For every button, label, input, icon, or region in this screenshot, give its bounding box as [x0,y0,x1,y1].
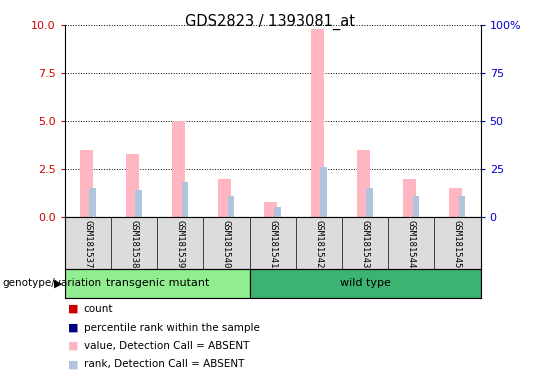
Text: GSM181543: GSM181543 [361,220,369,268]
Text: count: count [84,304,113,314]
Bar [181,182,188,217]
Text: GSM181541: GSM181541 [268,220,277,268]
Text: wild type: wild type [340,278,390,288]
Bar [228,196,234,217]
Text: GSM181542: GSM181542 [314,220,323,268]
Text: GSM181538: GSM181538 [130,220,139,268]
Bar [459,196,465,217]
Text: ■: ■ [68,304,78,314]
Text: genotype/variation: genotype/variation [3,278,102,288]
Bar [126,154,139,217]
Text: GSM181539: GSM181539 [176,220,185,268]
Text: GSM181537: GSM181537 [83,220,92,268]
Text: percentile rank within the sample: percentile rank within the sample [84,323,260,333]
Bar [89,188,96,217]
Bar [320,167,327,217]
Bar [65,269,249,298]
Text: ■: ■ [68,341,78,351]
Bar [367,188,373,217]
Bar [413,196,419,217]
Text: GDS2823 / 1393081_at: GDS2823 / 1393081_at [185,13,355,30]
Bar [136,190,142,217]
Bar [449,188,462,217]
Text: rank, Detection Call = ABSENT: rank, Detection Call = ABSENT [84,359,244,369]
Bar [357,150,370,217]
Text: value, Detection Call = ABSENT: value, Detection Call = ABSENT [84,341,249,351]
Bar [310,29,323,217]
Bar [79,150,92,217]
Text: ■: ■ [68,359,78,369]
Bar [249,269,481,298]
Bar [265,202,278,217]
Text: GSM181544: GSM181544 [407,220,416,268]
Bar [172,121,185,217]
Bar [218,179,231,217]
Text: ▶: ▶ [54,278,63,288]
Text: GSM181540: GSM181540 [222,220,231,268]
Bar [403,179,416,217]
Text: ■: ■ [68,323,78,333]
Bar [274,207,281,217]
Text: GSM181545: GSM181545 [453,220,462,268]
Text: transgenic mutant: transgenic mutant [105,278,209,288]
